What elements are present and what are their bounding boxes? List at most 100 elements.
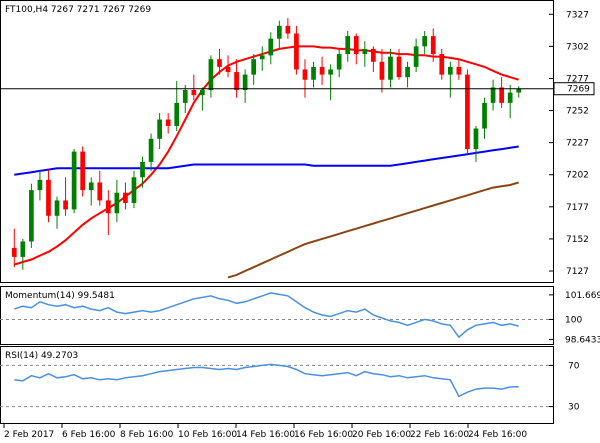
candle [54,196,60,229]
candle-body [217,59,222,67]
candle-body [54,200,60,216]
candle [251,54,257,85]
candle [268,32,274,65]
moving-average-200 [227,181,519,279]
candle-body [88,182,94,191]
candle [276,20,282,49]
candle-body [319,66,325,75]
moving-average-100 [14,145,519,176]
x-tick-label: 2 Feb 2017 [4,430,54,440]
price-panel: FT100,H4 7267 7271 7267 7269 7269 7327 73… [0,0,595,283]
rsi-title: RSI(14) 49.2703 [5,351,78,361]
candle [80,146,86,197]
candle [11,228,17,268]
candle [371,46,376,73]
candle [473,125,479,162]
x-tick-label: 6 Feb 16:00 [62,430,116,440]
y-tick-label: 7127 [566,267,589,277]
candle [302,59,308,98]
candle-body [473,128,479,150]
candle [20,238,26,270]
candle-body [140,161,145,178]
candle [259,46,265,71]
candle [242,69,248,103]
candle-body [71,151,77,210]
candle-body [379,61,385,80]
candle-body [422,36,428,47]
candle-body [165,119,171,126]
candle [191,74,197,101]
candle [328,64,333,101]
candle-body [490,87,496,103]
candle-body [114,192,120,214]
x-tick-label: 14 Feb 16:00 [236,430,295,440]
momentum-tick-label: 98.6433 [565,335,600,345]
candle [225,55,231,78]
candle [294,25,299,75]
candle-body [63,200,68,210]
candle [217,48,222,75]
candle-body [182,90,188,103]
candle-body [430,36,436,55]
candle [388,48,393,88]
candle-body [157,119,162,139]
current-price-box [553,82,595,96]
candle [200,87,205,111]
candle-body [516,88,522,93]
candle-body [200,90,205,96]
candle [456,59,462,80]
candle-body [259,55,265,60]
y-tick-label: 7227 [566,139,589,149]
candle-body [439,54,445,75]
candle [208,55,214,98]
candle [447,61,453,98]
candle-body [353,36,359,55]
candle-body [11,247,17,257]
candle [405,61,410,88]
candle-body [191,90,197,96]
candle [140,156,145,188]
candle-body [234,72,239,91]
price-panel-frame [0,0,554,283]
candle [165,113,171,134]
y-tick-label: 7152 [566,235,589,245]
candle-body [465,74,470,150]
x-tick-label: 8 Feb 16:00 [120,430,174,440]
candle [336,48,342,78]
candle [105,190,111,236]
y-tick-label: 7302 [566,42,589,52]
candle-body [362,48,368,55]
candle-body [345,36,351,55]
x-tick-label: 10 Feb 16:00 [178,430,237,440]
candle [174,81,180,132]
candle-body [208,59,214,91]
candle-body [405,66,410,78]
candle-body [251,59,257,75]
candle-body [80,151,86,191]
candle [46,169,51,223]
chart-title: FT100,H4 7267 7271 7267 7269 [5,5,151,15]
candle [362,41,368,67]
candle-body [20,241,26,257]
candle [465,69,470,155]
candle-body [148,138,154,162]
candle-body [311,66,316,80]
candle-body [482,102,487,129]
candle-body [456,66,462,75]
candle-body [225,66,231,73]
x-tick-label: 22 Feb 16:00 [410,430,469,440]
candle-body [413,46,419,67]
candle [516,86,522,98]
x-tick-label: 16 Feb 16:00 [294,430,353,440]
candle [345,30,351,62]
candle-body [97,182,103,201]
momentum-tick-label: 101.6696 [565,291,600,301]
candle [234,59,239,98]
y-tick-label: 7202 [566,171,589,181]
candle [353,33,359,65]
candle [148,133,154,171]
candle [88,177,94,206]
y-tick-label: 7177 [566,203,589,213]
candle-body [242,74,248,91]
